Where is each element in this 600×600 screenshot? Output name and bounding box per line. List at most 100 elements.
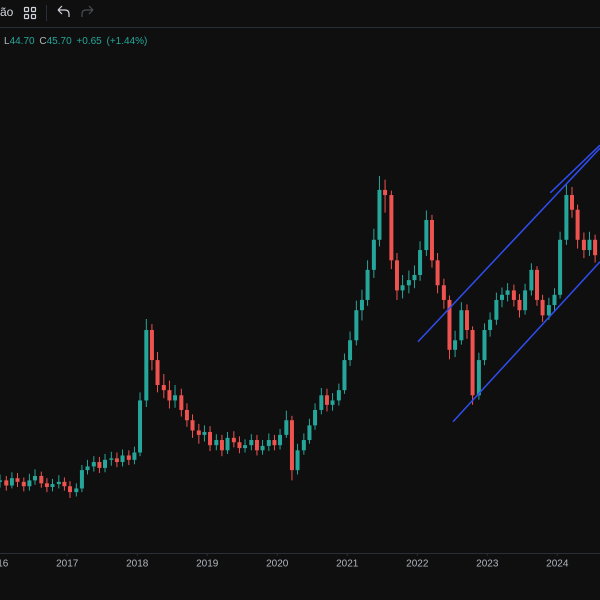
- candle-body: [179, 395, 184, 410]
- candle-body: [68, 486, 73, 493]
- candle-body: [412, 274, 417, 281]
- candle-body: [359, 299, 364, 311]
- candle-body: [301, 440, 306, 451]
- candle-body: [494, 299, 499, 320]
- candle-body: [272, 440, 277, 446]
- candle-body: [50, 484, 55, 487]
- candle-body: [114, 458, 119, 463]
- x-tick-label: 2021: [336, 559, 359, 570]
- candle-body: [383, 189, 388, 196]
- candle-body: [155, 360, 160, 386]
- candle-body: [249, 440, 254, 446]
- candle-body: [144, 330, 149, 401]
- candle-body: [464, 310, 469, 331]
- redo-button[interactable]: [81, 5, 94, 17]
- candle-body: [429, 219, 434, 261]
- candle-body: [424, 219, 429, 251]
- candle-body: [120, 455, 125, 463]
- candle-body: [15, 478, 20, 482]
- candle-body: [517, 299, 522, 311]
- x-tick-label: 2024: [546, 559, 569, 570]
- candle-body: [9, 478, 14, 486]
- candle-body: [284, 420, 289, 435]
- candle-body: [184, 409, 189, 421]
- undo-button[interactable]: [57, 5, 70, 17]
- close-key: C: [39, 36, 46, 47]
- candle-body: [348, 340, 353, 361]
- candle-body: [208, 431, 213, 446]
- x-tick-label: 2023: [476, 559, 499, 570]
- candle-body: [365, 269, 370, 300]
- candle-body: [418, 250, 423, 275]
- candle-body: [482, 330, 487, 361]
- candle-body: [499, 294, 504, 300]
- candle-body: [453, 340, 458, 350]
- candle-body: [476, 360, 481, 396]
- candle-body: [441, 285, 446, 300]
- candle-body: [546, 305, 551, 316]
- candle-body: [278, 434, 283, 446]
- trendline: [417, 147, 600, 343]
- candle-body: [377, 189, 382, 240]
- candle-body: [167, 390, 172, 401]
- candle-body: [400, 285, 405, 291]
- candle-body: [202, 431, 207, 435]
- layout-icon[interactable]: [23, 6, 37, 20]
- candle-body: [33, 475, 38, 481]
- candle-body: [126, 455, 131, 460]
- x-tick-label: 2018: [126, 559, 149, 570]
- candle-body: [243, 445, 248, 449]
- candle-body: [470, 330, 475, 396]
- candle-body: [540, 299, 545, 316]
- candle-body: [336, 390, 341, 401]
- candle-body: [511, 290, 516, 300]
- candle-body: [342, 360, 347, 391]
- candle-body: [56, 481, 61, 485]
- candle-body: [91, 462, 96, 467]
- change-value: +0.65: [76, 36, 102, 47]
- candle-body: [558, 239, 563, 295]
- candle-body: [190, 420, 195, 431]
- candle-body: [266, 440, 271, 446]
- candle-body: [0, 480, 2, 482]
- candle-body: [85, 466, 90, 471]
- candle-body: [44, 483, 49, 487]
- candle-body: [394, 260, 399, 291]
- candle-body: [307, 425, 312, 441]
- candle-body: [4, 480, 9, 486]
- candle-body: [529, 269, 534, 291]
- x-tick-label: 2022: [406, 559, 429, 570]
- trendline: [452, 261, 600, 423]
- candle-body: [581, 239, 586, 251]
- change-percent: (+1.44%): [107, 36, 148, 47]
- candle-body: [149, 330, 154, 361]
- candle-body: [319, 395, 324, 410]
- candle-body: [254, 440, 259, 451]
- candle-body: [196, 430, 201, 435]
- toolbar-label[interactable]: ão: [0, 5, 14, 19]
- candle-body: [103, 459, 108, 468]
- candle-body: [62, 481, 67, 487]
- candle-body: [354, 310, 359, 341]
- x-tick-label: 2016: [0, 559, 9, 570]
- candle-body: [575, 209, 580, 240]
- candle-body: [295, 450, 300, 471]
- ohlc-legend: L44.70 C45.70 +0.65 (+1.44%): [4, 36, 147, 47]
- candle-body: [552, 294, 557, 306]
- candle-body: [132, 452, 137, 460]
- candle-body: [161, 385, 166, 391]
- candle-body: [447, 299, 452, 350]
- close-value: 45.70: [47, 36, 72, 47]
- candle-body: [534, 269, 539, 300]
- candle-body: [289, 420, 294, 471]
- x-tick-label: 2020: [266, 559, 289, 570]
- candle-body: [371, 239, 376, 270]
- candle-body: [79, 470, 84, 489]
- trendline: [549, 144, 600, 194]
- candle-body: [488, 319, 493, 331]
- candle-body: [459, 310, 464, 341]
- candle-body: [214, 440, 219, 446]
